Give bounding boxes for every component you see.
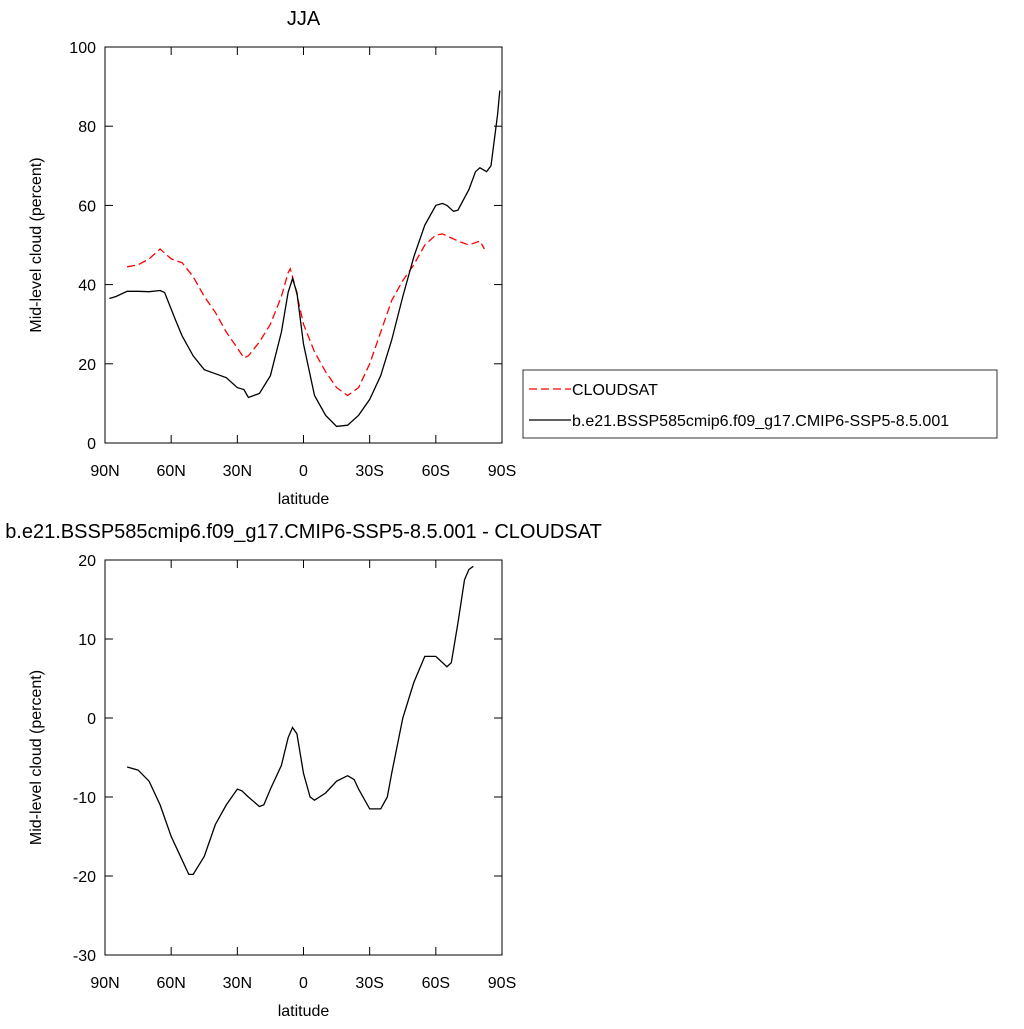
x-tick-label: 30N xyxy=(223,975,252,992)
x-tick-label: 90S xyxy=(488,463,516,480)
x-tick-label: 0 xyxy=(299,975,308,992)
x-tick-label: 60S xyxy=(422,463,450,480)
x-tick-label: 30N xyxy=(223,463,252,480)
y-tick-label: 10 xyxy=(78,632,96,649)
x-tick-label: 60N xyxy=(156,463,185,480)
x-tick-label: 30S xyxy=(355,463,383,480)
y-tick-label: 0 xyxy=(87,436,96,453)
x-tick-label: 90N xyxy=(90,463,119,480)
x-tick-label: 90S xyxy=(488,975,516,992)
y-tick-label: 80 xyxy=(78,119,96,136)
legend-box xyxy=(522,369,998,439)
y-tick-label: -20 xyxy=(73,869,96,886)
plot-frame xyxy=(104,46,503,444)
data-line xyxy=(126,233,485,397)
y-tick-label: 40 xyxy=(78,278,96,295)
y-tick-label: 60 xyxy=(78,198,96,215)
x-axis-label: latitude xyxy=(278,1003,330,1020)
y-tick-label: 20 xyxy=(78,357,96,374)
y-tick-label: -10 xyxy=(73,790,96,807)
chart-title: b.e21.BSSP585cmip6.f09_g17.CMIP6-SSP5-8.… xyxy=(5,521,602,543)
plot-frame xyxy=(104,559,503,956)
y-tick-label: 0 xyxy=(87,711,96,728)
x-tick-label: 0 xyxy=(299,463,308,480)
y-tick-label: -30 xyxy=(73,948,96,965)
data-line xyxy=(126,565,474,876)
chart-title: JJA xyxy=(287,8,321,30)
x-tick-label: 30S xyxy=(355,975,383,992)
y-tick-label: 20 xyxy=(78,553,96,570)
x-tick-label: 90N xyxy=(90,975,119,992)
data-line xyxy=(109,90,501,428)
x-tick-label: 60N xyxy=(156,975,185,992)
x-tick-label: 60S xyxy=(422,975,450,992)
legend-label: CLOUDSAT xyxy=(572,382,658,399)
y-axis-label: Mid-level cloud (percent) xyxy=(28,157,45,332)
x-axis-label: latitude xyxy=(278,491,330,508)
y-axis-label: Mid-level cloud (percent) xyxy=(28,670,45,845)
legend-label: b.e21.BSSP585cmip6.f09_g17.CMIP6-SSP5-8.… xyxy=(572,413,949,430)
y-tick-label: 100 xyxy=(69,40,96,57)
